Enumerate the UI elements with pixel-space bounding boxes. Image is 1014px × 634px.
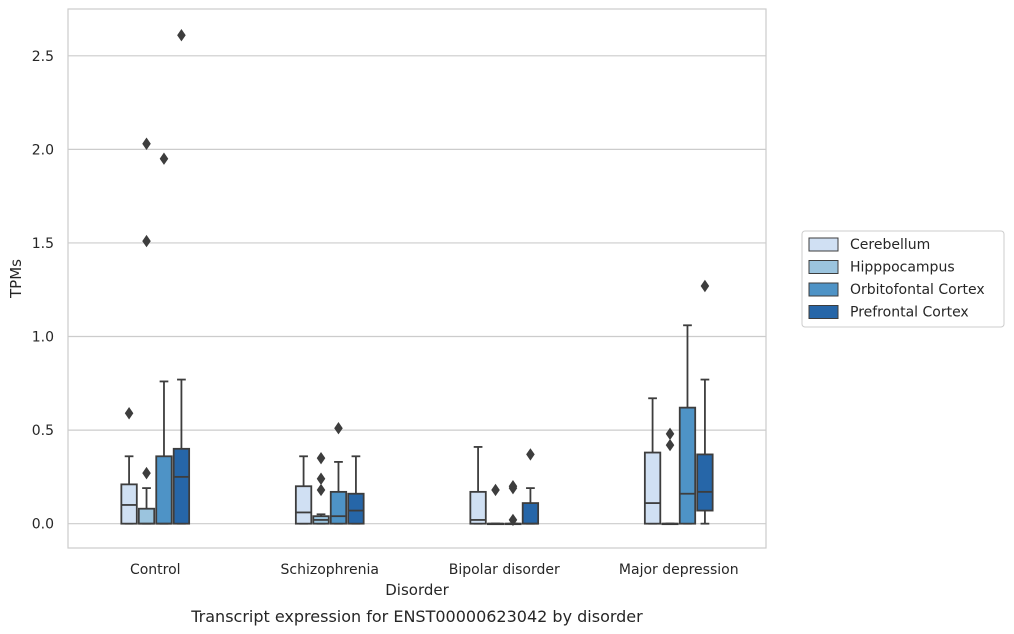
y-axis-ticks: 0.0 0.5 1.0 1.5 2.0 2.5 — [32, 49, 54, 533]
box-cerebellum — [469, 446, 487, 525]
legend-swatch — [808, 260, 839, 274]
x-tick-label: Bipolar disorder — [449, 562, 560, 578]
box-body — [294, 485, 313, 525]
box-hipppocampus — [486, 483, 505, 526]
outlier-point — [526, 448, 535, 461]
outlier-point — [316, 451, 326, 465]
outlier-point — [700, 279, 710, 293]
box-body — [120, 483, 138, 525]
box-body — [469, 490, 487, 525]
x-tick-label: Control — [130, 562, 181, 578]
y-tick-label: 0.5 — [32, 423, 54, 439]
box-orbitofontal-cortex — [504, 480, 522, 527]
outlier-point — [142, 466, 151, 480]
box-orbitofontal-cortex — [155, 152, 173, 525]
outlier-point — [316, 483, 326, 497]
box-hipppocampus — [312, 451, 330, 525]
box-body — [137, 507, 156, 525]
y-axis-label: TPMs — [7, 259, 25, 299]
outlier-point — [508, 480, 518, 493]
box-body — [696, 453, 714, 512]
outlier-point — [142, 137, 151, 150]
x-tick-label: Major depression — [619, 562, 739, 578]
outlier-point — [508, 513, 518, 527]
x-tick-label: Schizophrenia — [281, 562, 379, 578]
box-cerebellum — [294, 455, 313, 525]
x-axis-ticks: Control Schizophrenia Bipolar disorder Majo… — [130, 562, 739, 578]
legend-label: Prefrontal Cortex — [850, 305, 969, 321]
outlier-point — [124, 407, 134, 420]
box-orbitofontal-cortex — [329, 422, 348, 525]
outlier-point — [491, 483, 500, 497]
legend-swatch — [808, 282, 839, 297]
y-tick-label: 2.5 — [32, 49, 54, 65]
legend-swatch — [808, 237, 839, 252]
outlier-point — [665, 438, 675, 452]
box-orbitofontal-cortex — [678, 324, 697, 525]
box-body — [643, 451, 662, 525]
y-tick-label: 2.0 — [32, 142, 54, 158]
box-prefrontal-cortex — [347, 455, 365, 525]
box-body — [155, 455, 173, 525]
box-prefrontal-cortex — [172, 28, 191, 525]
legend-swatch — [808, 305, 839, 319]
box-body — [329, 490, 348, 525]
box-prefrontal-cortex — [521, 448, 540, 525]
legend-frame — [801, 230, 1005, 328]
gridlines — [68, 55, 766, 525]
box-hipppocampus — [661, 427, 679, 526]
outlier-point — [177, 28, 186, 42]
box-body — [347, 492, 365, 525]
box-groups — [120, 28, 714, 527]
y-tick-label: 1.5 — [32, 236, 54, 252]
y-tick-label: 1.0 — [32, 330, 54, 346]
outlier-point — [142, 234, 151, 248]
box-hipppocampus — [137, 137, 156, 525]
outlier-point — [665, 427, 675, 441]
outlier-point — [316, 472, 326, 485]
box-body — [172, 447, 191, 525]
chart-caption: Transcript expression for ENST0000062304… — [190, 607, 643, 626]
box-prefrontal-cortex — [696, 279, 714, 525]
y-tick-label: 0.0 — [32, 517, 54, 533]
legend-label: Orbitofontal Cortex — [850, 282, 985, 298]
outlier-point — [334, 422, 343, 435]
box-cerebellum — [643, 397, 662, 525]
box-cerebellum — [120, 407, 138, 525]
box-body — [521, 502, 540, 525]
legend-label: Cerebellum — [850, 237, 930, 253]
box-body — [678, 406, 697, 525]
x-axis-label: Disorder — [385, 581, 449, 599]
legend: Cerebellum Hipppocampus Orbitofontal Corte… — [801, 230, 1005, 328]
plot-frame — [67, 8, 767, 549]
outlier-point — [159, 152, 169, 165]
legend-label: Hipppocampus — [850, 260, 955, 276]
